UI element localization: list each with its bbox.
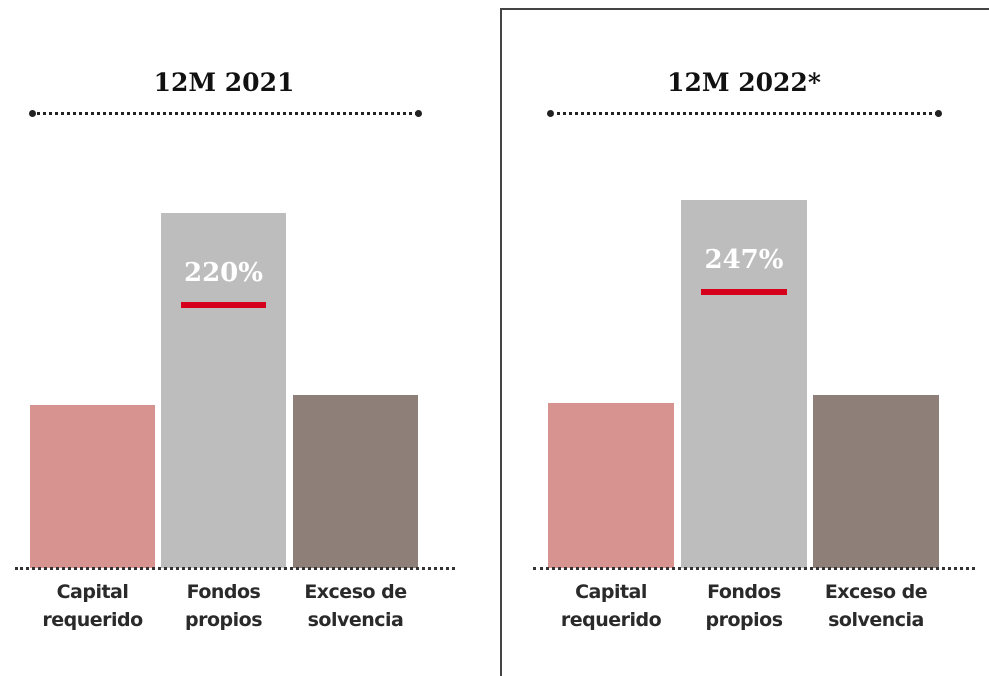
x-tick-label: Capital requerido <box>42 581 143 631</box>
x-tick-label: Exceso de solvencia <box>304 581 407 631</box>
title-rule <box>550 112 938 115</box>
bar <box>813 395 939 568</box>
rule-end <box>29 110 36 117</box>
x-tick-label: Fondos propios <box>185 581 263 631</box>
chart-title: 12M 2022* <box>667 68 821 97</box>
rule-end <box>415 110 422 117</box>
panel-frame <box>500 8 989 676</box>
bar <box>681 200 807 568</box>
x-tick-label: Capital requerido <box>560 581 662 631</box>
chart-title: 12M 2021 <box>153 68 295 97</box>
value-label: 247% <box>704 245 784 275</box>
value-label: 220% <box>184 258 263 288</box>
bar <box>548 402 674 568</box>
bar <box>161 213 286 568</box>
title-rule <box>32 112 418 115</box>
label-underline <box>701 289 787 295</box>
rule-end <box>935 110 942 117</box>
label-underline <box>181 302 266 308</box>
bar <box>293 395 418 568</box>
x-tick-label: Fondos propios <box>705 581 784 631</box>
rule-end <box>547 110 554 117</box>
x-tick-label: Exceso de solvencia <box>824 581 928 631</box>
baseline <box>15 567 455 570</box>
bar <box>30 405 155 568</box>
baseline <box>533 567 975 570</box>
